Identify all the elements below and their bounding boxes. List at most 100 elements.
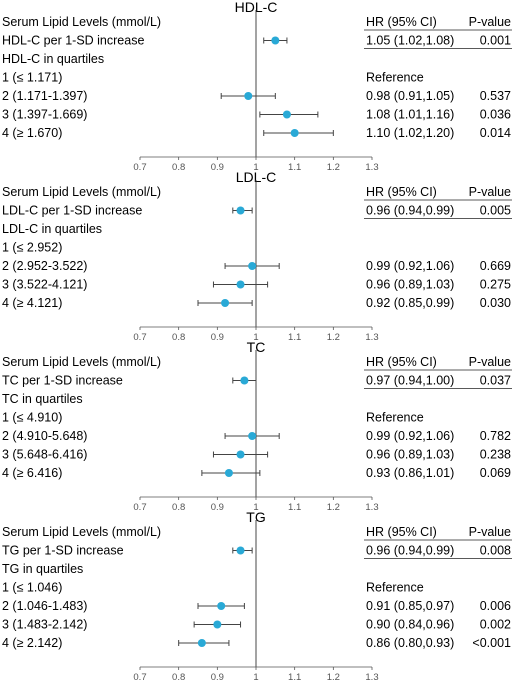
hr-column-header: HR (95% CI) — [366, 15, 437, 29]
x-tick-label: 0.8 — [172, 672, 185, 683]
hr-value: Reference — [366, 411, 424, 425]
x-tick-label: 1.3 — [365, 502, 378, 513]
p-value: 0.005 — [480, 204, 511, 218]
hr-value: 1.05 (1.02,1.08) — [366, 34, 454, 48]
row-label: 1 (≤ 2.952) — [2, 241, 62, 255]
row-label: 3 (3.522-4.121) — [2, 278, 87, 292]
hr-value: 0.96 (0.94,0.99) — [366, 204, 454, 218]
hr-point — [221, 299, 230, 307]
hr-column-header: HR (95% CI) — [366, 525, 437, 539]
row-label: 4 (≥ 6.416) — [2, 466, 62, 480]
row-label: TC in quartiles — [2, 392, 83, 406]
p-value: 0.537 — [480, 89, 511, 103]
p-column-header: P-value — [469, 185, 511, 199]
hr-point — [248, 432, 257, 440]
row-label: 2 (1.171-1.397) — [2, 89, 87, 103]
x-tick-label: 0.8 — [172, 332, 185, 343]
row-label: 2 (2.952-3.522) — [2, 259, 87, 273]
row-label: 2 (4.910-5.648) — [2, 429, 87, 443]
hr-point — [197, 639, 206, 647]
x-tick-label: 1.2 — [327, 332, 340, 343]
row-label: 1 (≤ 4.910) — [2, 411, 62, 425]
row-label: LDL-C per 1-SD increase — [2, 204, 142, 218]
x-tick-label: 0.7 — [133, 332, 146, 343]
hr-point — [290, 129, 299, 137]
x-tick-label: 1.1 — [288, 332, 301, 343]
hr-value: 0.97 (0.94,1.00) — [366, 374, 454, 388]
row-label: TG per 1-SD increase — [2, 544, 124, 558]
row-label: HDL-C in quartiles — [2, 52, 104, 66]
p-column-header: P-value — [469, 355, 511, 369]
p-value: 0.036 — [480, 108, 511, 122]
label-column-header: Serum Lipid Levels (mmol/L) — [2, 185, 161, 199]
x-tick-label: 0.9 — [211, 332, 224, 343]
x-tick-label: 0.8 — [172, 502, 185, 513]
p-value: 0.037 — [480, 374, 511, 388]
x-tick-label: 0.9 — [211, 502, 224, 513]
hr-point — [236, 450, 245, 459]
row-label: 1 (≤ 1.171) — [2, 71, 62, 85]
hr-point — [213, 620, 222, 629]
p-value: 0.069 — [480, 466, 511, 480]
x-tick-label: 0.7 — [133, 162, 146, 173]
x-tick-label: 1.2 — [327, 672, 340, 683]
hr-point — [244, 92, 253, 100]
x-tick-label: 1 — [253, 502, 258, 513]
row-label: 1 (≤ 1.046) — [2, 581, 62, 595]
p-value: 0.014 — [480, 126, 511, 140]
p-value: 0.782 — [480, 429, 511, 443]
p-value: 0.008 — [480, 544, 511, 558]
x-tick-label: 1.3 — [365, 162, 378, 173]
p-value: 0.275 — [480, 278, 511, 292]
x-tick-label: 1.3 — [365, 672, 378, 683]
p-column-header: P-value — [469, 15, 511, 29]
label-column-header: Serum Lipid Levels (mmol/L) — [2, 15, 161, 29]
hr-value: 0.93 (0.86,1.01) — [366, 466, 454, 480]
row-label: LDL-C in quartiles — [2, 222, 102, 236]
p-value: <0.001 — [472, 636, 511, 650]
row-label: TG in quartiles — [2, 562, 83, 576]
p-value: 0.002 — [480, 618, 511, 632]
row-label: 4 (≥ 4.121) — [2, 296, 62, 310]
hr-value: 1.08 (1.01,1.16) — [366, 108, 454, 122]
hr-value: Reference — [366, 71, 424, 85]
row-label: TC per 1-SD increase — [2, 374, 123, 388]
x-tick-label: 0.7 — [133, 502, 146, 513]
x-tick-label: 0.9 — [211, 162, 224, 173]
hr-value: 0.96 (0.89,1.03) — [366, 448, 454, 462]
hr-point — [217, 602, 226, 610]
panel-title: TC — [247, 339, 266, 355]
x-tick-label: 1 — [253, 162, 258, 173]
p-value: 0.669 — [480, 259, 511, 273]
panel-title: HDL-C — [235, 0, 278, 15]
hr-point — [271, 36, 280, 45]
hr-value: 0.92 (0.85,0.99) — [366, 296, 454, 310]
hr-point — [248, 262, 257, 270]
panel-title: LDL-C — [236, 169, 276, 185]
row-label: 4 (≥ 1.670) — [2, 126, 62, 140]
row-label: 3 (5.648-6.416) — [2, 448, 87, 462]
row-label: 4 (≥ 2.142) — [2, 636, 62, 650]
row-label: 3 (1.397-1.669) — [2, 108, 87, 122]
x-tick-label: 0.8 — [172, 162, 185, 173]
x-tick-label: 0.7 — [133, 672, 146, 683]
hr-value: 0.90 (0.84,0.96) — [366, 618, 454, 632]
x-tick-label: 1.1 — [288, 162, 301, 173]
p-value: 0.001 — [480, 34, 511, 48]
hr-value: 0.98 (0.91,1.05) — [366, 89, 454, 103]
hr-point — [224, 469, 233, 477]
hr-value: 0.96 (0.94,0.99) — [366, 544, 454, 558]
label-column-header: Serum Lipid Levels (mmol/L) — [2, 525, 161, 539]
p-value: 0.238 — [480, 448, 511, 462]
hr-point — [236, 546, 245, 555]
hr-value: 0.86 (0.80,0.93) — [366, 636, 454, 650]
label-column-header: Serum Lipid Levels (mmol/L) — [2, 355, 161, 369]
row-label: 2 (1.046-1.483) — [2, 599, 87, 613]
panel-title: TG — [246, 509, 265, 525]
x-tick-label: 1.2 — [327, 502, 340, 513]
hr-point — [282, 110, 291, 119]
p-column-header: P-value — [469, 525, 511, 539]
x-tick-label: 1.1 — [288, 672, 301, 683]
row-label: 3 (1.483-2.142) — [2, 618, 87, 632]
x-tick-label: 1 — [253, 332, 258, 343]
